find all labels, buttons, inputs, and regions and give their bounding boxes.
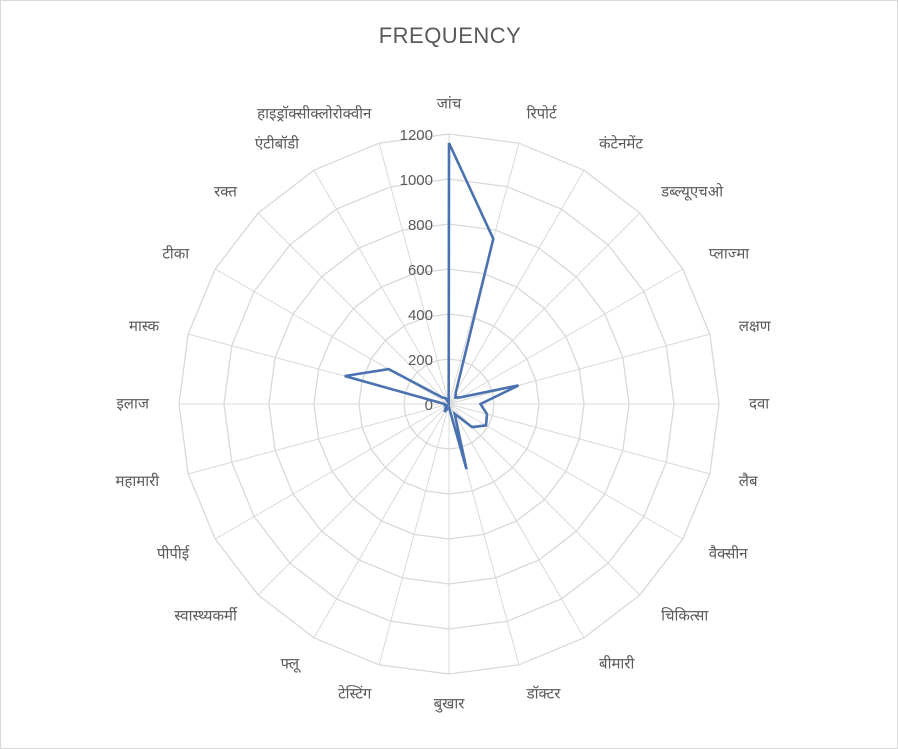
- category-label: डॉक्टर: [526, 684, 562, 702]
- spoke-3: [448, 212, 641, 405]
- category-label: रिपोर्ट: [527, 105, 558, 123]
- spoke-10: [448, 403, 585, 639]
- chart-title: FREQUENCY: [378, 23, 522, 48]
- tick-label: 1200: [400, 127, 433, 144]
- spoke-8: [448, 403, 684, 540]
- tick-label: 1000: [400, 172, 433, 189]
- radar-spokes: [179, 134, 719, 674]
- category-label: टीका: [162, 245, 190, 263]
- spoke-21: [257, 212, 450, 405]
- category-label: चिकित्सा: [661, 607, 709, 625]
- category-label: स्वास्थ्यकर्मी: [174, 607, 238, 625]
- spoke-5: [448, 333, 710, 405]
- spoke-7: [448, 403, 710, 475]
- category-label: बुखार: [434, 695, 466, 714]
- category-label: रक्त: [214, 182, 237, 200]
- category-label: मास्क: [129, 317, 160, 335]
- category-label: लैब: [739, 472, 758, 490]
- category-label: लक्षण: [739, 317, 772, 335]
- tick-label: 0: [425, 397, 433, 414]
- tick-label: 400: [408, 307, 433, 324]
- category-label: महामारी: [115, 472, 160, 490]
- tick-label: 600: [408, 262, 433, 279]
- category-labels: जांच रिपोर्ट कंटेनमेंट डब्ल्यूएचओ प्लाज्मा लक…: [115, 95, 771, 714]
- spoke-17: [188, 403, 450, 475]
- category-label: इलाज: [116, 395, 149, 413]
- spoke-13: [378, 403, 450, 665]
- category-label: वैक्सीन: [709, 545, 748, 563]
- category-label: हाइड्रॉक्सीक्लोरोक्वीन: [257, 105, 372, 123]
- category-label: फ्लू: [281, 654, 301, 673]
- category-label: एंटीबॉडी: [255, 135, 300, 153]
- category-label: पीपीई: [157, 545, 190, 563]
- category-label: दवा: [749, 395, 770, 413]
- category-label: जांच: [437, 95, 462, 113]
- spoke-23: [378, 143, 450, 405]
- tick-label: 800: [408, 217, 433, 234]
- spoke-9: [448, 403, 641, 596]
- tick-label: 200: [408, 352, 433, 369]
- category-label: बीमारी: [599, 654, 635, 672]
- spoke-22: [313, 169, 450, 405]
- category-label: डब्ल्यूएचओ: [660, 182, 724, 201]
- spoke-2: [448, 169, 585, 405]
- category-label: टेस्टिंग: [338, 684, 372, 702]
- series-layer: [344, 142, 520, 470]
- spoke-15: [257, 403, 450, 596]
- spoke-16: [214, 403, 450, 540]
- category-label: कंटेनमेंट: [599, 135, 643, 153]
- category-label: प्लाज्मा: [709, 245, 750, 263]
- spoke-14: [313, 403, 450, 639]
- radial-tick-labels: 0 200 400 600 800 1000 1200: [400, 127, 433, 414]
- spoke-4: [448, 268, 684, 405]
